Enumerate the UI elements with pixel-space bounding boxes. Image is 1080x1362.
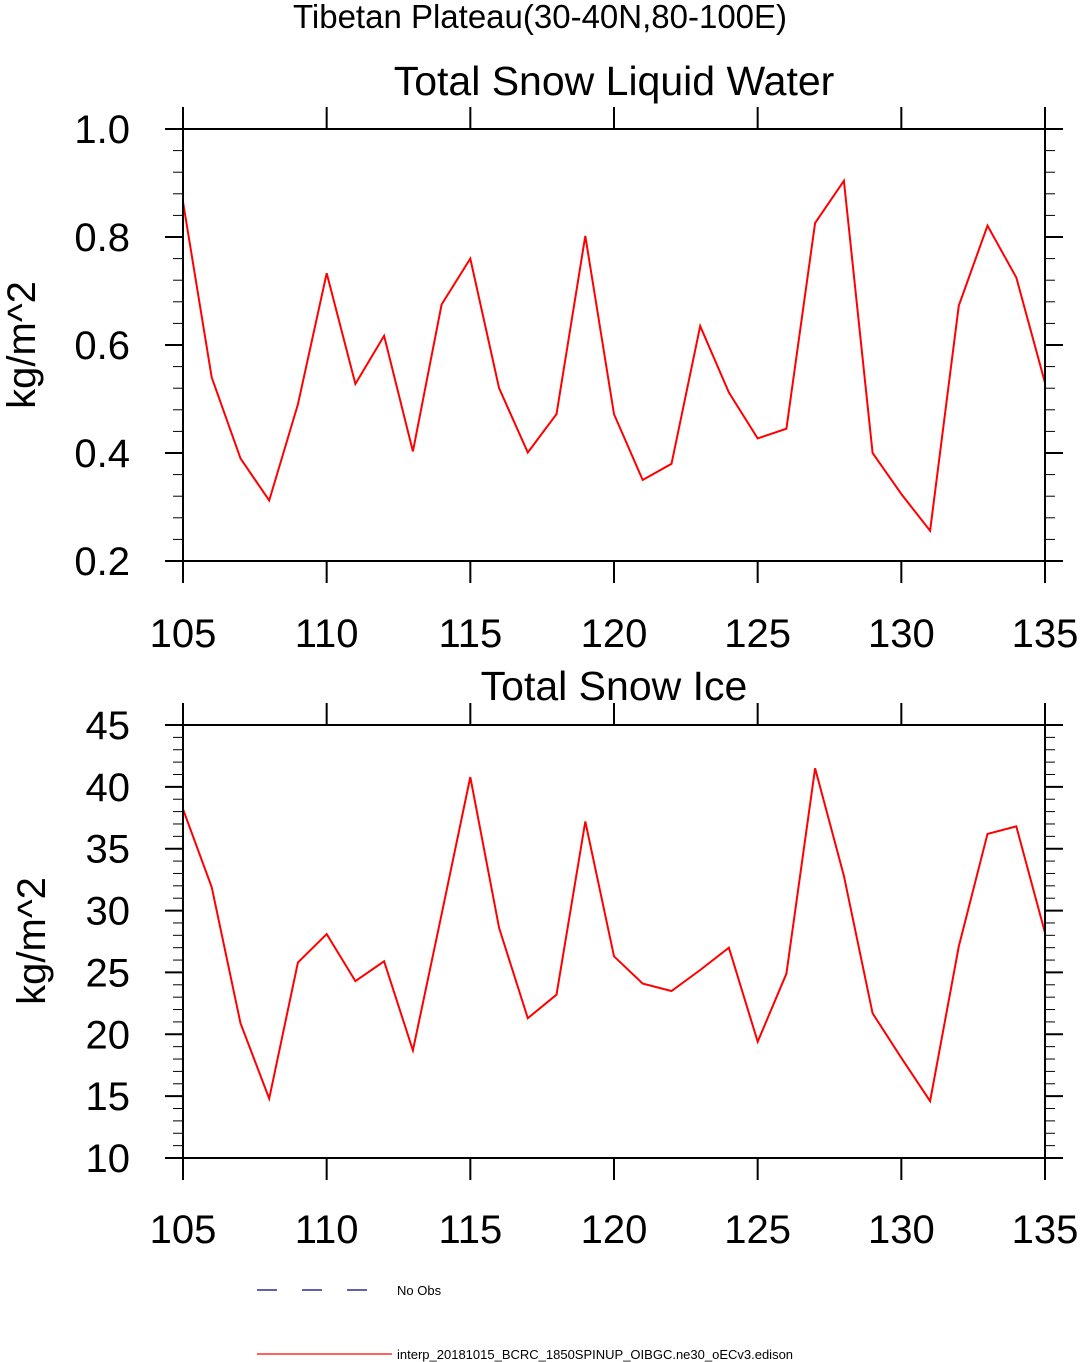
y-tick-label: 0.6 [74,324,130,368]
x-tick-label: 120 [581,1208,648,1252]
x-tick-label: 105 [150,1208,217,1252]
y-tick-label: 0.2 [74,540,130,584]
axis-ticks [165,107,1063,583]
legend-label-model: interp_20181015_BCRC_1850SPINUP_OIBGC.ne… [397,1347,793,1362]
y-tick-label: 25 [86,951,131,995]
x-tick-label: 135 [1012,1208,1079,1252]
x-tick-label: 125 [724,612,791,656]
x-tick-label: 135 [1012,612,1079,656]
figure-suptitle: Tibetan Plateau(30-40N,80-100E) [293,0,787,35]
x-tick-label: 120 [581,612,648,656]
y-tick-label: 0.4 [74,432,130,476]
y-tick-label: 35 [86,828,131,872]
y-tick-label: 20 [86,1013,131,1057]
x-tick-label: 125 [724,1208,791,1252]
legend: No Obs interp_20181015_BCRC_1850SPINUP_O… [257,1283,793,1362]
tick-labels: 0.2 0.4 0.6 0.8 1.0 105 110 115 120 125 130 135 [74,108,1078,656]
tick-labels: 10 15 20 25 30 35 40 45 105 110 115 120 125 130 135 [86,704,1079,1252]
chart-title: Total Snow Liquid Water [394,58,835,104]
x-tick-label: 130 [868,612,935,656]
y-tick-label: 15 [86,1075,131,1119]
x-tick-label: 115 [438,1208,502,1252]
y-tick-label: 0.8 [74,216,130,260]
x-tick-label: 115 [438,612,502,656]
plot-frame [182,724,1046,1159]
panel-snow-ice: Total Snow Ice kg/m^2 101520253035404510… [10,663,1078,1252]
x-tick-label: 130 [868,1208,935,1252]
series-line [182,768,1046,1104]
y-axis-label: kg/m^2 [10,877,54,1005]
x-tick-label: 110 [295,612,359,656]
axis-ticks [165,703,1063,1180]
y-tick-label: 10 [86,1137,131,1181]
y-tick-label: 45 [86,704,131,748]
y-tick-label: 1.0 [74,108,130,152]
x-tick-label: 105 [150,612,217,656]
panel-snow-liquid-water: Total Snow Liquid Water kg/m^2 0.2 0.4 0.6… [0,58,1078,656]
y-tick-label: 40 [86,766,131,810]
y-axis-label: kg/m^2 [0,281,44,409]
x-tick-label: 110 [295,1208,359,1252]
series-line [182,177,1046,534]
chart-title: Total Snow Ice [481,663,748,709]
legend-label-no-obs: No Obs [397,1283,442,1298]
plot-frame [182,128,1046,562]
y-tick-label: 30 [86,890,131,934]
